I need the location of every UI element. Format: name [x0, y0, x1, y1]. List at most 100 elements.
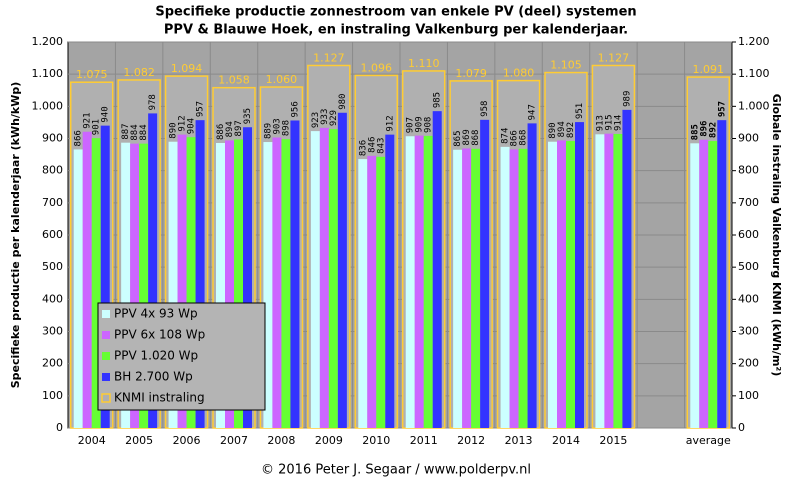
legend-label: PPV 6x 108 Wp [114, 328, 205, 342]
value-label: 890 [548, 122, 558, 138]
bar [91, 138, 101, 428]
value-label: 940 [101, 106, 111, 122]
value-label: 907 [406, 117, 416, 133]
bar [405, 136, 415, 428]
value-label: 957 [717, 101, 727, 117]
value-label: 898 [281, 120, 291, 136]
y-tick-label: 400 [42, 292, 63, 305]
y2-tick-label: 800 [738, 164, 759, 177]
bar [385, 134, 395, 428]
value-label: 904 [187, 118, 197, 134]
value-label: 866 [510, 130, 520, 146]
y2-tick-label: 1.200 [738, 35, 770, 48]
legend-swatch [102, 310, 110, 318]
bar [575, 122, 584, 428]
knmi-value-label: 1.075 [76, 68, 108, 81]
bar [328, 129, 338, 428]
bar [480, 119, 490, 429]
value-label: 957 [196, 101, 206, 117]
bar [622, 109, 632, 428]
bar [272, 137, 282, 428]
legend: PPV 4x 93 Wp PPV 6x 108 Wp PPV 1.020 Wp BH … [97, 302, 266, 411]
bar [130, 143, 140, 428]
value-label: 865 [453, 130, 463, 146]
value-label: 929 [329, 110, 339, 126]
y-tick-label: 900 [42, 132, 63, 145]
x-tick-label: 2008 [267, 434, 295, 447]
bar [148, 113, 158, 428]
bar [462, 148, 472, 428]
knmi-value-label: 1.096 [361, 61, 393, 74]
bar [690, 143, 700, 428]
y2-axis-label: Globale instraling Valkenburg KNMI (kWh/… [770, 94, 783, 377]
value-label: 874 [501, 128, 511, 144]
x-tick-label: 2007 [220, 434, 248, 447]
x-tick-label: 2010 [362, 434, 390, 447]
y-tick-label: 800 [42, 164, 63, 177]
value-label: 923 [311, 112, 321, 128]
bar [319, 127, 329, 428]
y2-tick-label: 300 [738, 325, 759, 338]
bar [310, 131, 320, 428]
knmi-value-label: 1.105 [550, 59, 582, 72]
bar [613, 133, 623, 428]
value-label: 866 [74, 130, 84, 146]
bar [471, 148, 481, 428]
legend-swatch [102, 373, 110, 381]
value-label: 921 [83, 112, 93, 128]
bar [243, 127, 252, 428]
x-tick-label: 2004 [78, 434, 106, 447]
y-tick-label: 200 [42, 357, 63, 370]
x-tick-label: 2005 [125, 434, 153, 447]
bar [195, 120, 205, 428]
value-label: 935 [243, 108, 253, 124]
value-label: 951 [575, 103, 585, 119]
bar [216, 143, 225, 428]
bar [376, 156, 386, 428]
knmi-value-label: 1.079 [455, 67, 487, 80]
y-tick-label: 700 [42, 196, 63, 209]
bar [557, 140, 566, 428]
y2-tick-label: 200 [738, 357, 759, 370]
bar [708, 141, 718, 428]
value-label: 909 [415, 116, 425, 132]
bar [281, 139, 291, 429]
legend-label: KNMI instraling [114, 391, 205, 405]
bar [595, 134, 605, 428]
legend-label: BH 2.700 Wp [114, 370, 193, 384]
bar [518, 148, 528, 428]
y2-tick-label: 0 [738, 421, 745, 434]
value-label: 896 [699, 121, 709, 137]
value-label: 915 [604, 114, 614, 130]
value-label: 933 [320, 109, 330, 125]
value-label: 908 [424, 117, 434, 133]
legend-swatch [101, 393, 111, 403]
bar [548, 141, 557, 428]
bar [290, 120, 300, 428]
y2-tick-label: 600 [738, 228, 759, 241]
knmi-value-label: 1.091 [693, 63, 725, 76]
value-label: 901 [92, 119, 102, 135]
value-label: 887 [121, 123, 131, 139]
chart-title: Specifieke productie zonnestroom van enk… [155, 5, 636, 20]
bar [423, 135, 433, 428]
value-label: 894 [225, 121, 235, 137]
value-label: 914 [613, 115, 623, 131]
bar [186, 137, 196, 429]
bar [121, 142, 131, 428]
bar [453, 149, 463, 428]
x-tick-label: average [686, 434, 731, 447]
bar [139, 143, 149, 428]
value-label: 889 [263, 123, 273, 139]
y2-tick-label: 500 [738, 260, 759, 273]
x-tick-label: 2013 [505, 434, 533, 447]
y-tick-label: 100 [42, 389, 63, 402]
value-label: 884 [130, 124, 140, 140]
knmi-value-label: 1.127 [313, 51, 345, 64]
value-label: 978 [148, 94, 158, 110]
y2-tick-label: 400 [738, 292, 759, 305]
value-label: 897 [234, 120, 244, 136]
bar [717, 120, 727, 428]
x-tick-label: 2009 [315, 434, 343, 447]
